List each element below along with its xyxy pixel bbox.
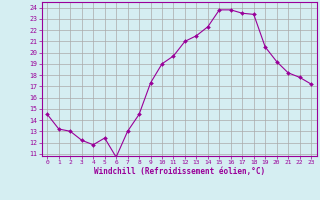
X-axis label: Windchill (Refroidissement éolien,°C): Windchill (Refroidissement éolien,°C): [94, 167, 265, 176]
